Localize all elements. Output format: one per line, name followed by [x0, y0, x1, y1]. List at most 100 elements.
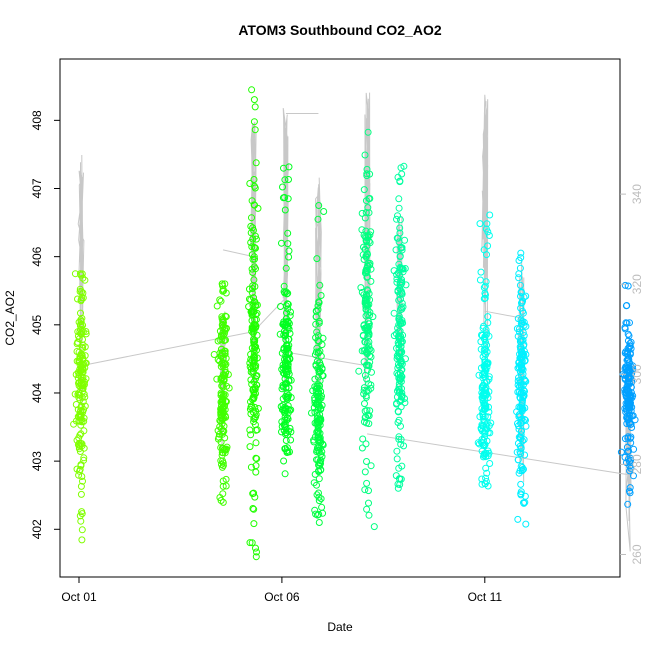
data-point: [311, 396, 319, 404]
data-point: [219, 404, 227, 412]
data-point: [486, 211, 494, 219]
data-point: [71, 390, 79, 398]
data-point: [402, 355, 409, 363]
data-point: [360, 186, 368, 194]
data-point: [482, 278, 490, 286]
data-point: [77, 517, 85, 525]
data-point: [75, 434, 83, 442]
data-point: [249, 255, 257, 263]
data-point: [479, 412, 487, 419]
data-point: [397, 338, 405, 346]
data-point: [365, 511, 373, 519]
data-point: [392, 472, 400, 480]
data-point: [250, 176, 258, 183]
data-point: [319, 441, 327, 449]
data-point: [219, 282, 226, 290]
data-point: [252, 316, 260, 323]
scatter-points: [70, 86, 639, 561]
data-point: [314, 306, 322, 314]
data-point: [361, 486, 369, 494]
data-point: [480, 295, 488, 303]
data-point: [249, 308, 257, 316]
data-point: [284, 305, 292, 313]
data-point: [250, 395, 258, 403]
data-point: [363, 170, 371, 178]
data-point: [78, 510, 86, 518]
data-point: [251, 342, 259, 350]
secondary-segment: [367, 433, 629, 476]
data-point: [75, 417, 83, 425]
data-point: [72, 417, 80, 425]
data-point: [364, 333, 372, 340]
data-point: [219, 459, 227, 467]
data-point: [625, 387, 633, 395]
data-point: [316, 382, 324, 390]
data-point: [250, 276, 258, 284]
data-point: [80, 417, 88, 425]
data-point: [315, 202, 323, 209]
data-point: [76, 365, 84, 373]
data-point: [78, 288, 86, 296]
data-point: [517, 389, 525, 397]
point-cluster: [355, 128, 378, 531]
data-point: [75, 391, 83, 399]
data-point: [251, 414, 259, 422]
data-point: [482, 225, 490, 233]
data-point: [310, 479, 318, 487]
data-point: [315, 519, 323, 526]
data-point: [478, 436, 486, 443]
data-point: [393, 344, 400, 352]
data-point: [517, 371, 525, 379]
data-point: [252, 235, 260, 243]
data-point: [487, 419, 495, 427]
data-point: [248, 86, 256, 94]
secondary-segment: [222, 249, 254, 258]
data-point: [315, 317, 323, 325]
data-point: [222, 360, 230, 368]
data-point: [316, 462, 324, 470]
data-point: [219, 392, 227, 399]
data-point: [308, 409, 315, 417]
data-point: [76, 512, 84, 520]
data-point: [253, 426, 261, 434]
x-axis-label: Date: [327, 620, 353, 634]
data-point: [75, 358, 83, 366]
data-point: [624, 282, 632, 290]
data-point: [398, 348, 406, 356]
data-point: [626, 319, 633, 327]
data-point: [479, 382, 487, 390]
data-point: [366, 239, 374, 247]
data-point: [394, 212, 401, 220]
data-point: [219, 477, 227, 485]
data-point: [516, 264, 524, 272]
data-point: [281, 176, 289, 184]
data-point: [313, 357, 321, 365]
data-point: [250, 353, 258, 361]
data-point: [284, 409, 292, 417]
data-point: [479, 374, 487, 382]
data-point: [398, 393, 406, 401]
data-point: [396, 285, 404, 293]
point-cluster: [210, 280, 233, 506]
data-point: [247, 222, 255, 230]
data-point: [617, 448, 625, 456]
data-point: [281, 194, 289, 201]
data-point: [250, 346, 258, 353]
data-point: [397, 436, 405, 443]
data-point: [318, 392, 325, 400]
data-point: [364, 387, 372, 394]
data-point: [222, 368, 229, 376]
data-point: [216, 296, 224, 304]
data-point: [284, 195, 292, 203]
data-point: [250, 201, 258, 209]
data-point: [79, 477, 86, 485]
data-point: [78, 473, 86, 480]
data-point: [395, 195, 403, 203]
data-point: [367, 462, 375, 470]
data-point: [79, 387, 87, 395]
data-point: [621, 281, 629, 289]
data-point: [249, 505, 257, 512]
data-point: [477, 338, 485, 346]
data-point: [361, 151, 369, 159]
data-point: [315, 349, 323, 357]
